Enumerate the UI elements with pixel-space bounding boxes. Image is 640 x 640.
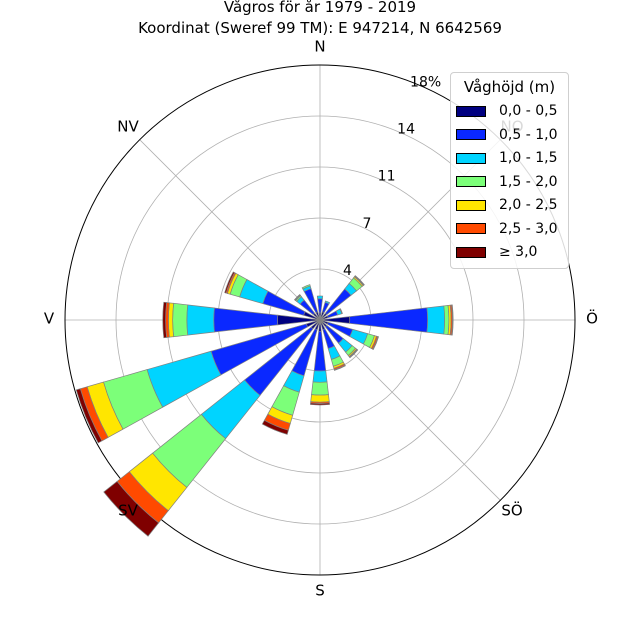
legend-swatch: [456, 246, 486, 258]
grid-ring: [115, 115, 525, 525]
radial-tick-label: 14: [397, 122, 415, 138]
compass-label: N: [314, 38, 325, 56]
sector-bar-segment: [224, 271, 235, 294]
legend-swatch: [456, 152, 486, 164]
sector-bar-segment: [349, 349, 359, 359]
compass-label: Ö: [586, 309, 598, 328]
radial-tick-label: 7: [363, 216, 372, 232]
sector-bar-segment: [317, 298, 323, 314]
sector-bar-segment: [339, 308, 343, 315]
sector-bar-segment: [301, 284, 311, 290]
sector-bar-segment: [162, 301, 167, 339]
legend-label: 0,5 - 1,0: [499, 126, 558, 143]
sector-bar-segment: [213, 307, 279, 333]
compass-label: NV: [117, 118, 139, 136]
sector-bar-segment: [451, 304, 454, 336]
radial-tick-label: 11: [378, 169, 396, 185]
sector-bars: [75, 271, 454, 537]
sector-bar-segment: [333, 364, 346, 371]
legend-swatch: [456, 223, 486, 234]
legend-entry: 1,5 - 2,0: [456, 173, 557, 191]
chart-title: Vågros för år 1979 - 2019: [223, 0, 417, 16]
sector-bar-segment: [313, 330, 327, 372]
legend-entry: ≥ 3,0: [456, 243, 537, 261]
sector-bar-segment: [186, 304, 215, 336]
sector-bar-segment: [354, 275, 365, 286]
sector-bar-segment: [310, 394, 330, 403]
radial-tick-label: 18%: [410, 74, 441, 90]
legend-swatch: [456, 129, 486, 140]
chart-subtitle: Koordinat (Sweref 99 TM): E 947214, N 66…: [138, 19, 502, 37]
sector-bar-segment: [312, 370, 328, 383]
sector-bar-segment: [294, 294, 301, 301]
legend-entry: 2,0 - 2,5: [456, 196, 557, 214]
grid-spoke: [139, 139, 321, 321]
sector-bar-segment: [349, 307, 429, 333]
sector-bar-segment: [324, 300, 331, 305]
legend-entry: 0,0 - 0,5: [456, 102, 557, 120]
sector-bar-segment: [316, 295, 324, 300]
sector-bar-segment: [443, 305, 450, 335]
compass-label: SV: [118, 502, 139, 520]
legend-entry: 0,5 - 1,0: [456, 126, 557, 144]
radial-tick-label: 4: [343, 263, 352, 279]
legend-swatch: [456, 105, 486, 117]
legend-title: Våghöjd (m): [463, 78, 556, 96]
legend-swatch: [456, 199, 486, 211]
sector-bar-segment: [311, 381, 329, 396]
compass-label: S: [315, 582, 325, 600]
legend-entry: 1,0 - 1,5: [456, 149, 557, 167]
sector-bar-segment: [172, 302, 189, 338]
sector-bar-segment: [261, 419, 289, 435]
legend-label: ≥ 3,0: [499, 244, 538, 260]
sector-bar-segment: [309, 402, 331, 406]
sector-bar-segment: [426, 305, 446, 335]
legend: Våghöjd (m) 0,0 - 0,5 0,5 - 1,0 1,0 - 1,5 1…: [450, 72, 569, 269]
compass-label: V: [44, 310, 55, 328]
legend-label: 1,0 - 1,5: [499, 150, 558, 166]
sector-bar-segment: [372, 336, 379, 351]
polar-frame: [64, 64, 576, 576]
legend-label: 1,5 - 2,0: [499, 173, 558, 190]
legend-label: 0,0 - 0,5: [499, 103, 558, 119]
legend-label: 2,5 - 3,0: [499, 220, 558, 237]
sector-bar-segment: [75, 388, 103, 444]
legend-swatch: [456, 176, 486, 187]
legend-label: 2,0 - 2,5: [499, 197, 558, 213]
sector-bar-segment: [103, 480, 160, 537]
legend-entry: 2,5 - 3,0: [456, 220, 557, 238]
compass-label: SÖ: [501, 501, 522, 520]
